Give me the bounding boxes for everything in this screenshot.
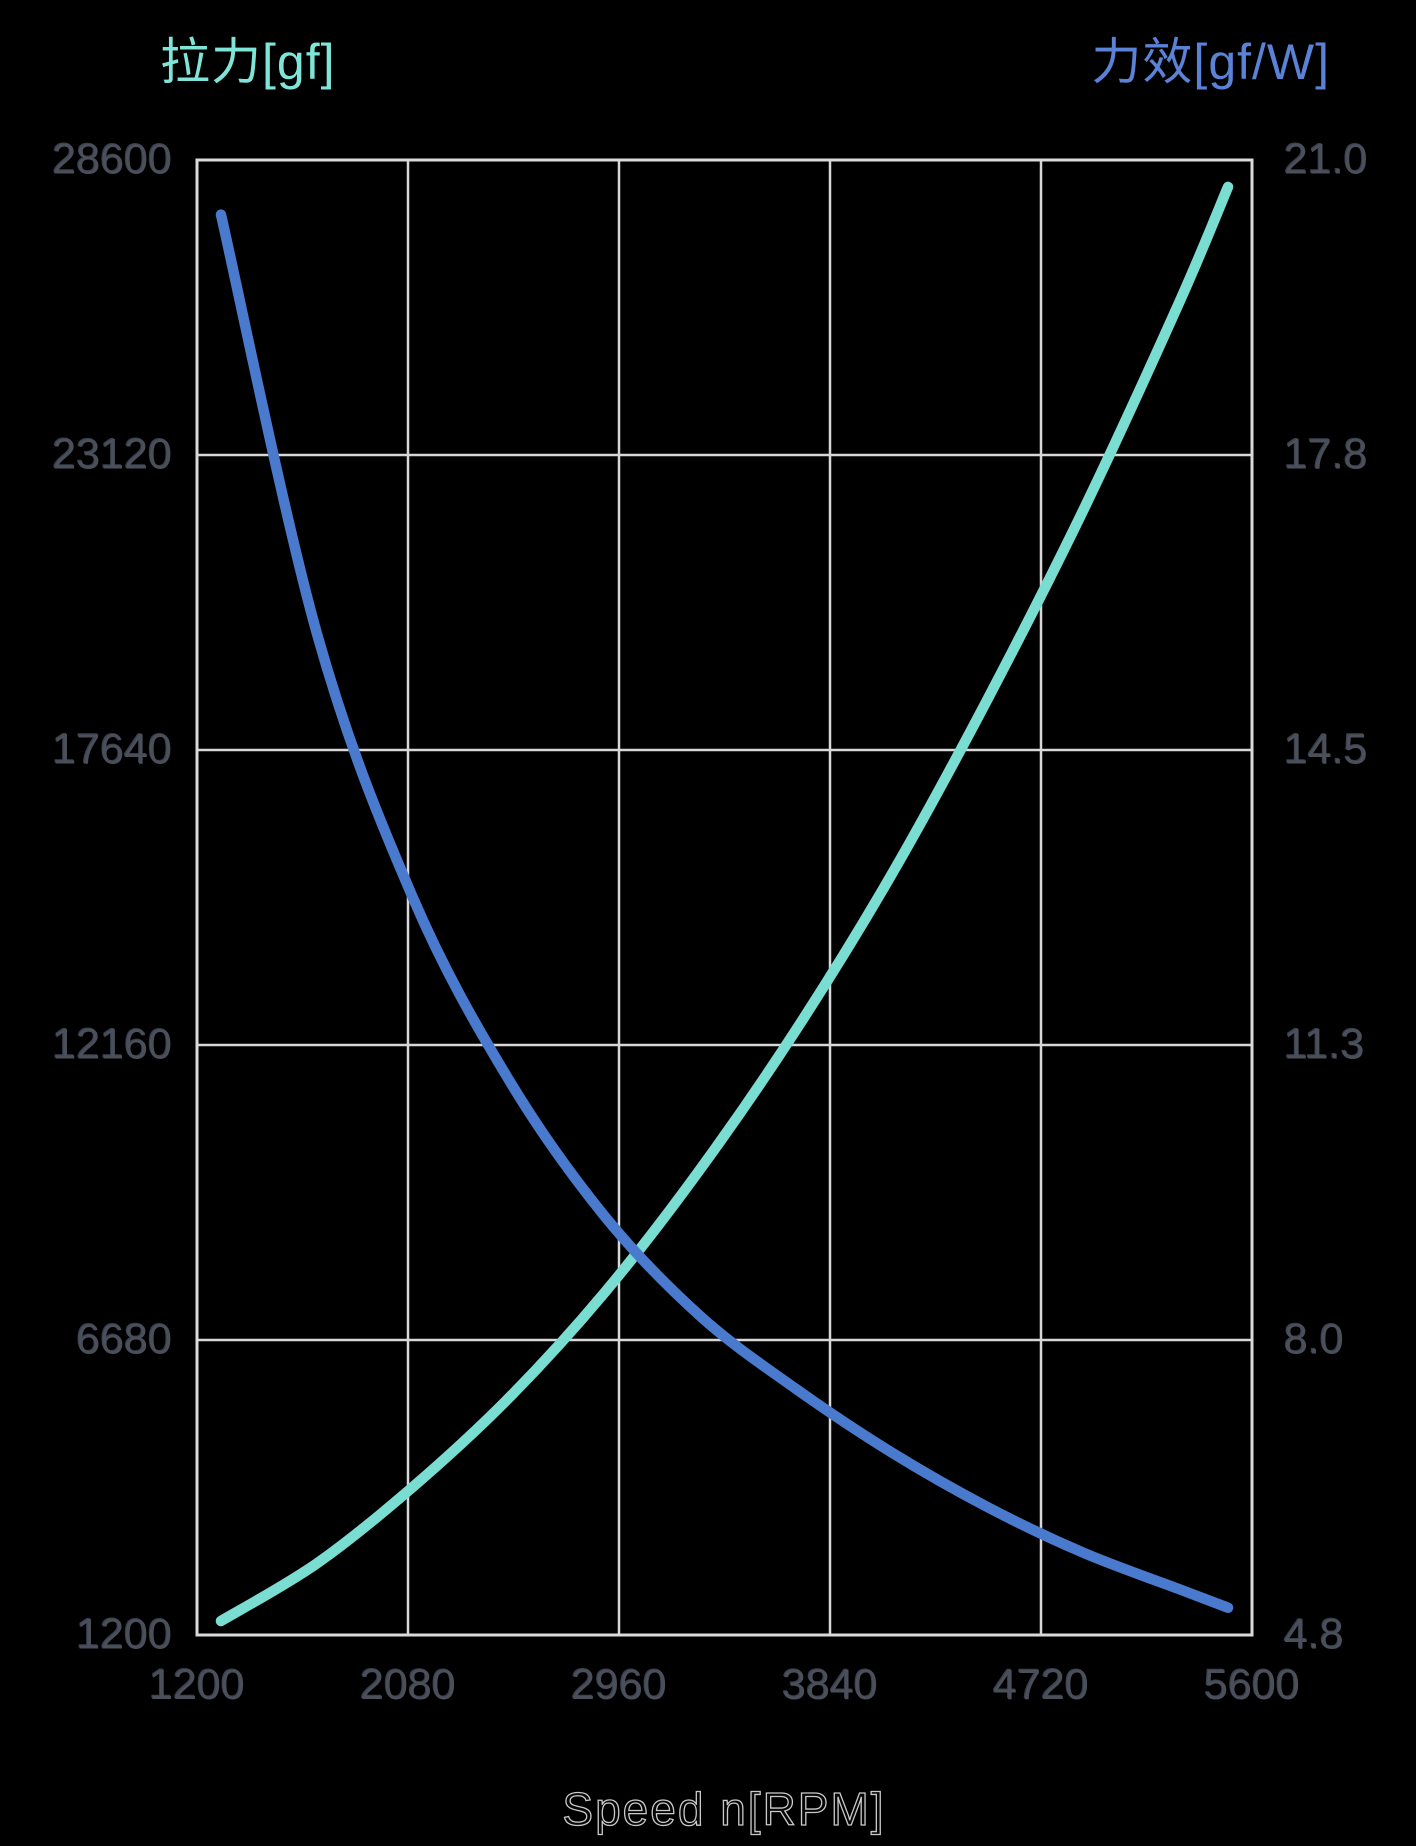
right-axis-tick-label: 4.8 <box>1284 1610 1344 1659</box>
x-axis-tick-label: 2080 <box>360 1661 456 1709</box>
x-axis-tick-label: 5600 <box>1204 1661 1300 1709</box>
left-axis-title: 拉力[gf] <box>160 34 336 90</box>
left-axis-tick-label: 23120 <box>52 430 172 479</box>
right-axis-title: 力效[gf/W] <box>1091 34 1330 90</box>
right-axis-tick-label: 14.5 <box>1284 725 1368 774</box>
thrust-curve <box>215 181 1234 1627</box>
left-axis-tick-label: 17640 <box>52 725 172 774</box>
right-axis-tick-label: 21.0 <box>1284 135 1368 184</box>
x-axis-tick-label: 4720 <box>993 1661 1089 1709</box>
efficiency-curve <box>215 209 1234 1613</box>
x-axis-tick-label: 2960 <box>571 1661 667 1709</box>
plot-frame <box>195 158 1254 1637</box>
x-axis-title: Speed n[RPM] <box>562 1782 886 1835</box>
right-axis-tick-label: 17.8 <box>1284 430 1368 479</box>
x-axis-tick-label: 1200 <box>149 1661 245 1709</box>
x-axis-tick-label: 3840 <box>782 1661 878 1709</box>
left-axis-tick-label: 28600 <box>52 135 172 184</box>
left-axis-tick-label: 12160 <box>52 1020 172 1069</box>
left-axis-tick-label: 6680 <box>76 1315 172 1364</box>
right-axis-tick-label: 11.3 <box>1284 1020 1365 1069</box>
right-axis-tick-label: 8.0 <box>1284 1315 1344 1364</box>
left-axis-tick-label: 1200 <box>76 1610 172 1659</box>
